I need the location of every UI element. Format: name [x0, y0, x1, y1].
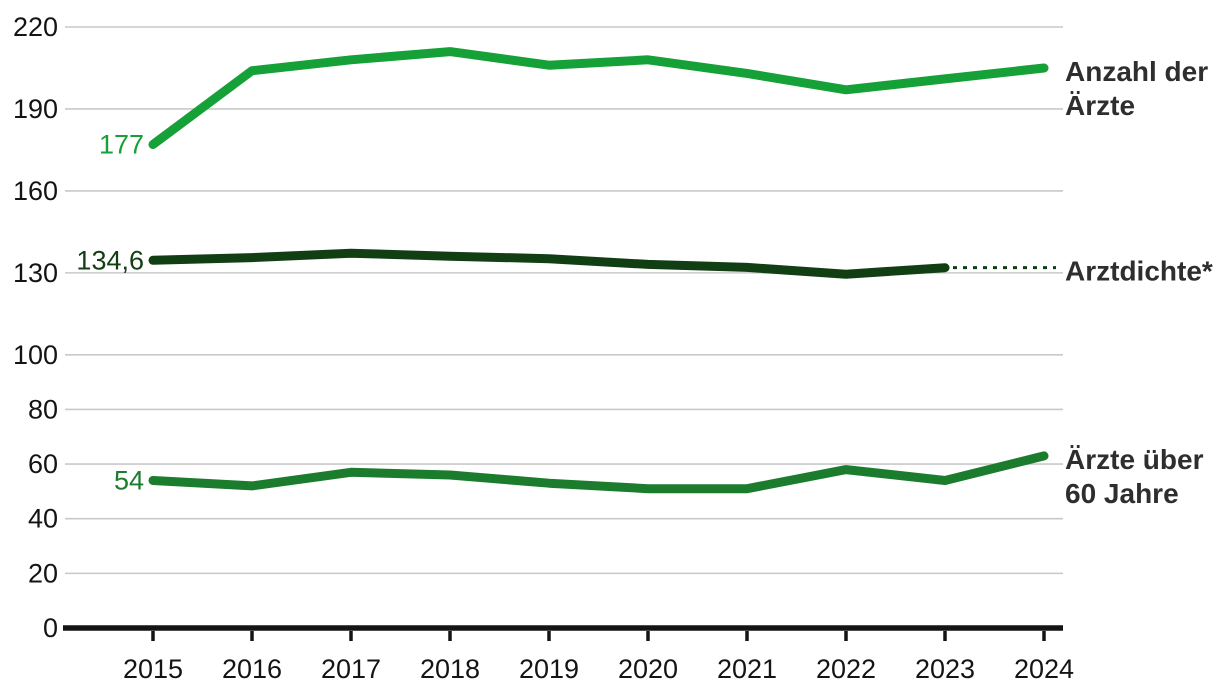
x-axis-year-label: 2016: [222, 654, 282, 684]
series-name-label: Arztdichte*: [1065, 256, 1213, 287]
x-axis-year-label: 2024: [1014, 654, 1074, 684]
x-axis-year-label: 2020: [618, 654, 678, 684]
series-name-label: Ärzte: [1065, 90, 1135, 121]
series-name-label: 60 Jahre: [1065, 478, 1179, 509]
y-axis-tick-label: 20: [28, 558, 58, 588]
series-start-value-label: 177: [99, 129, 144, 159]
y-axis-tick-label: 60: [28, 449, 58, 479]
series-line-2: [148, 451, 1049, 494]
x-axis-year-label: 2022: [816, 654, 876, 684]
y-axis-tick-label: 80: [28, 394, 58, 424]
y-axis-tick-label: 220: [13, 12, 58, 42]
series-start-value-label: 134,6: [76, 245, 144, 275]
series-start-value-label: 54: [114, 465, 144, 495]
series-name-label: Anzahl der: [1065, 56, 1208, 87]
x-axis-year-label: 2015: [123, 654, 183, 684]
x-axis-year-label: 2023: [915, 654, 975, 684]
x-axis-year-label: 2021: [717, 654, 777, 684]
y-axis-tick-label: 100: [13, 340, 58, 370]
x-axis-year-label: 2018: [420, 654, 480, 684]
y-axis-tick-label: 190: [13, 94, 58, 124]
y-axis-tick-label: 0: [43, 613, 58, 643]
y-axis-tick-label: 130: [13, 258, 58, 288]
series-line-1: [148, 248, 950, 279]
y-axis-tick-label: 160: [13, 176, 58, 206]
series-name-label: Ärzte über: [1065, 444, 1204, 475]
y-axis-tick-label: 40: [28, 504, 58, 534]
x-axis-year-label: 2019: [519, 654, 579, 684]
series-line-0: [148, 47, 1049, 149]
x-axis-year-label: 2017: [321, 654, 381, 684]
